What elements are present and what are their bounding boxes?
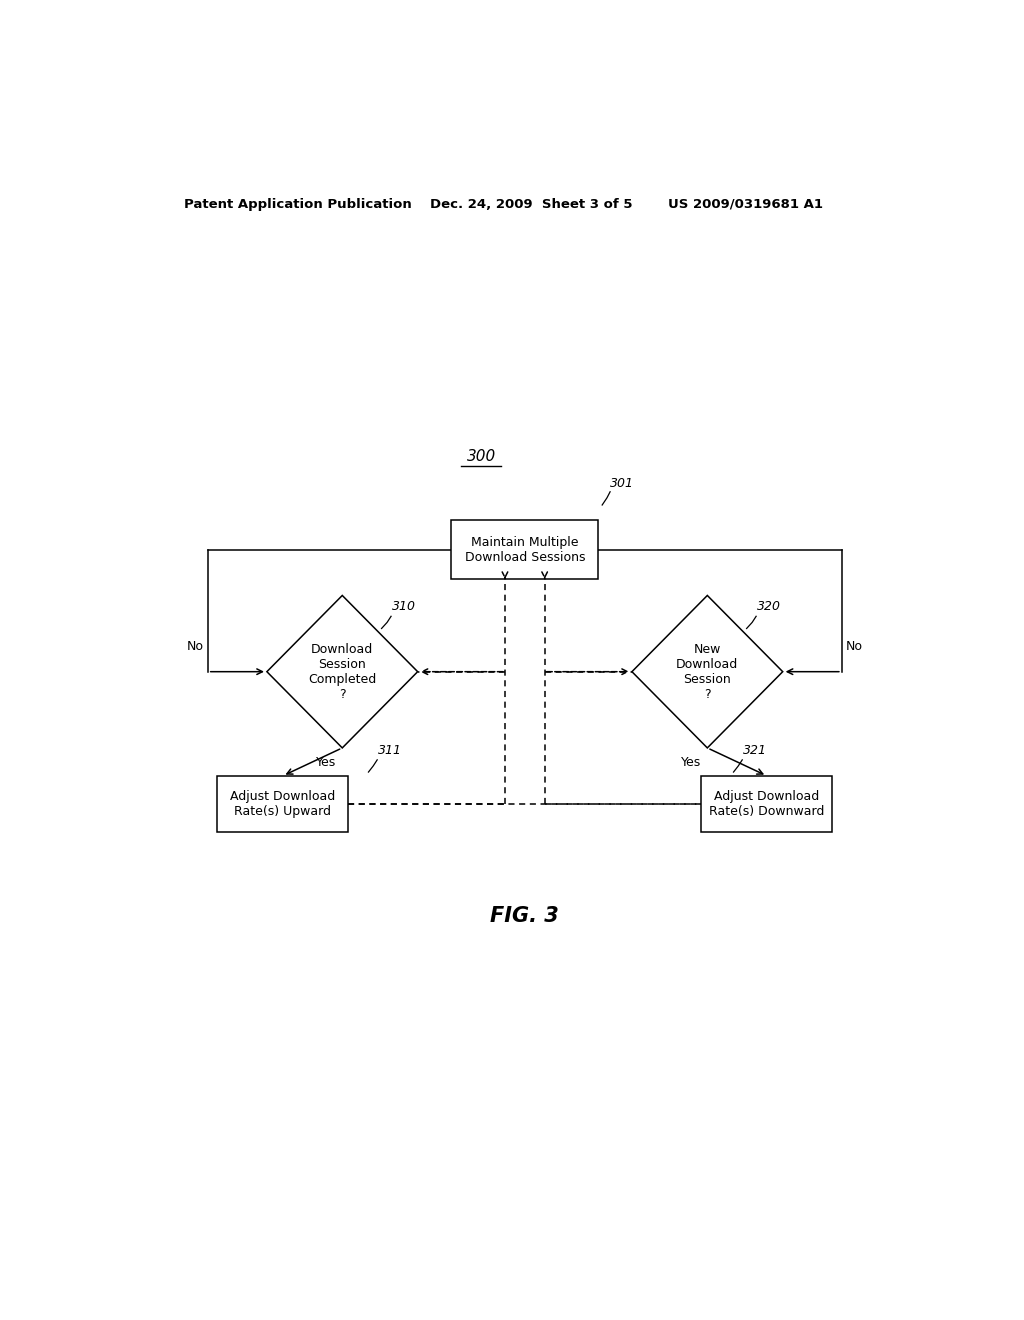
Text: 311: 311 [378,743,402,756]
Text: Maintain Multiple
Download Sessions: Maintain Multiple Download Sessions [465,536,585,564]
Text: 320: 320 [757,601,781,614]
Text: FIG. 3: FIG. 3 [490,906,559,925]
Text: New
Download
Session
?: New Download Session ? [676,643,738,701]
FancyBboxPatch shape [217,776,348,832]
Text: 300: 300 [467,449,496,465]
Polygon shape [632,595,782,748]
Text: Yes: Yes [681,756,701,770]
Text: No: No [846,640,863,653]
Polygon shape [267,595,418,748]
Text: No: No [186,640,204,653]
Text: Download
Session
Completed
?: Download Session Completed ? [308,643,377,701]
Text: US 2009/0319681 A1: US 2009/0319681 A1 [668,198,822,211]
Text: 301: 301 [610,477,634,490]
Text: Patent Application Publication: Patent Application Publication [183,198,412,211]
FancyBboxPatch shape [701,776,833,832]
Text: Yes: Yes [316,756,337,770]
Text: Adjust Download
Rate(s) Downward: Adjust Download Rate(s) Downward [710,789,824,818]
Text: 310: 310 [392,601,416,614]
Text: 321: 321 [743,743,767,756]
Text: Adjust Download
Rate(s) Upward: Adjust Download Rate(s) Upward [230,789,336,818]
FancyBboxPatch shape [452,520,598,579]
Text: Dec. 24, 2009  Sheet 3 of 5: Dec. 24, 2009 Sheet 3 of 5 [430,198,632,211]
